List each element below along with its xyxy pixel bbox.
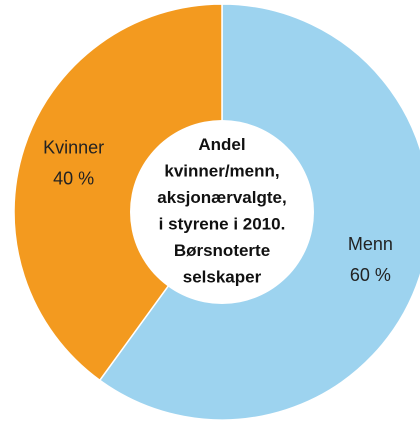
- center-title: Børsnoterte: [174, 241, 270, 260]
- slice-label: Kvinner: [43, 138, 104, 158]
- center-title: kvinner/menn,: [164, 162, 279, 181]
- slice-value-label: 60 %: [350, 265, 391, 285]
- slice-value-label: 40 %: [53, 169, 94, 189]
- donut-hole: [130, 120, 314, 304]
- center-title: Andel: [198, 135, 245, 154]
- center-title: selskaper: [183, 268, 262, 287]
- center-title: aksjonærvalgte,: [157, 188, 286, 207]
- donut-slice: [13, 3, 223, 382]
- slice-label: Menn: [348, 234, 393, 254]
- center-title: i styrene i 2010.: [159, 215, 286, 234]
